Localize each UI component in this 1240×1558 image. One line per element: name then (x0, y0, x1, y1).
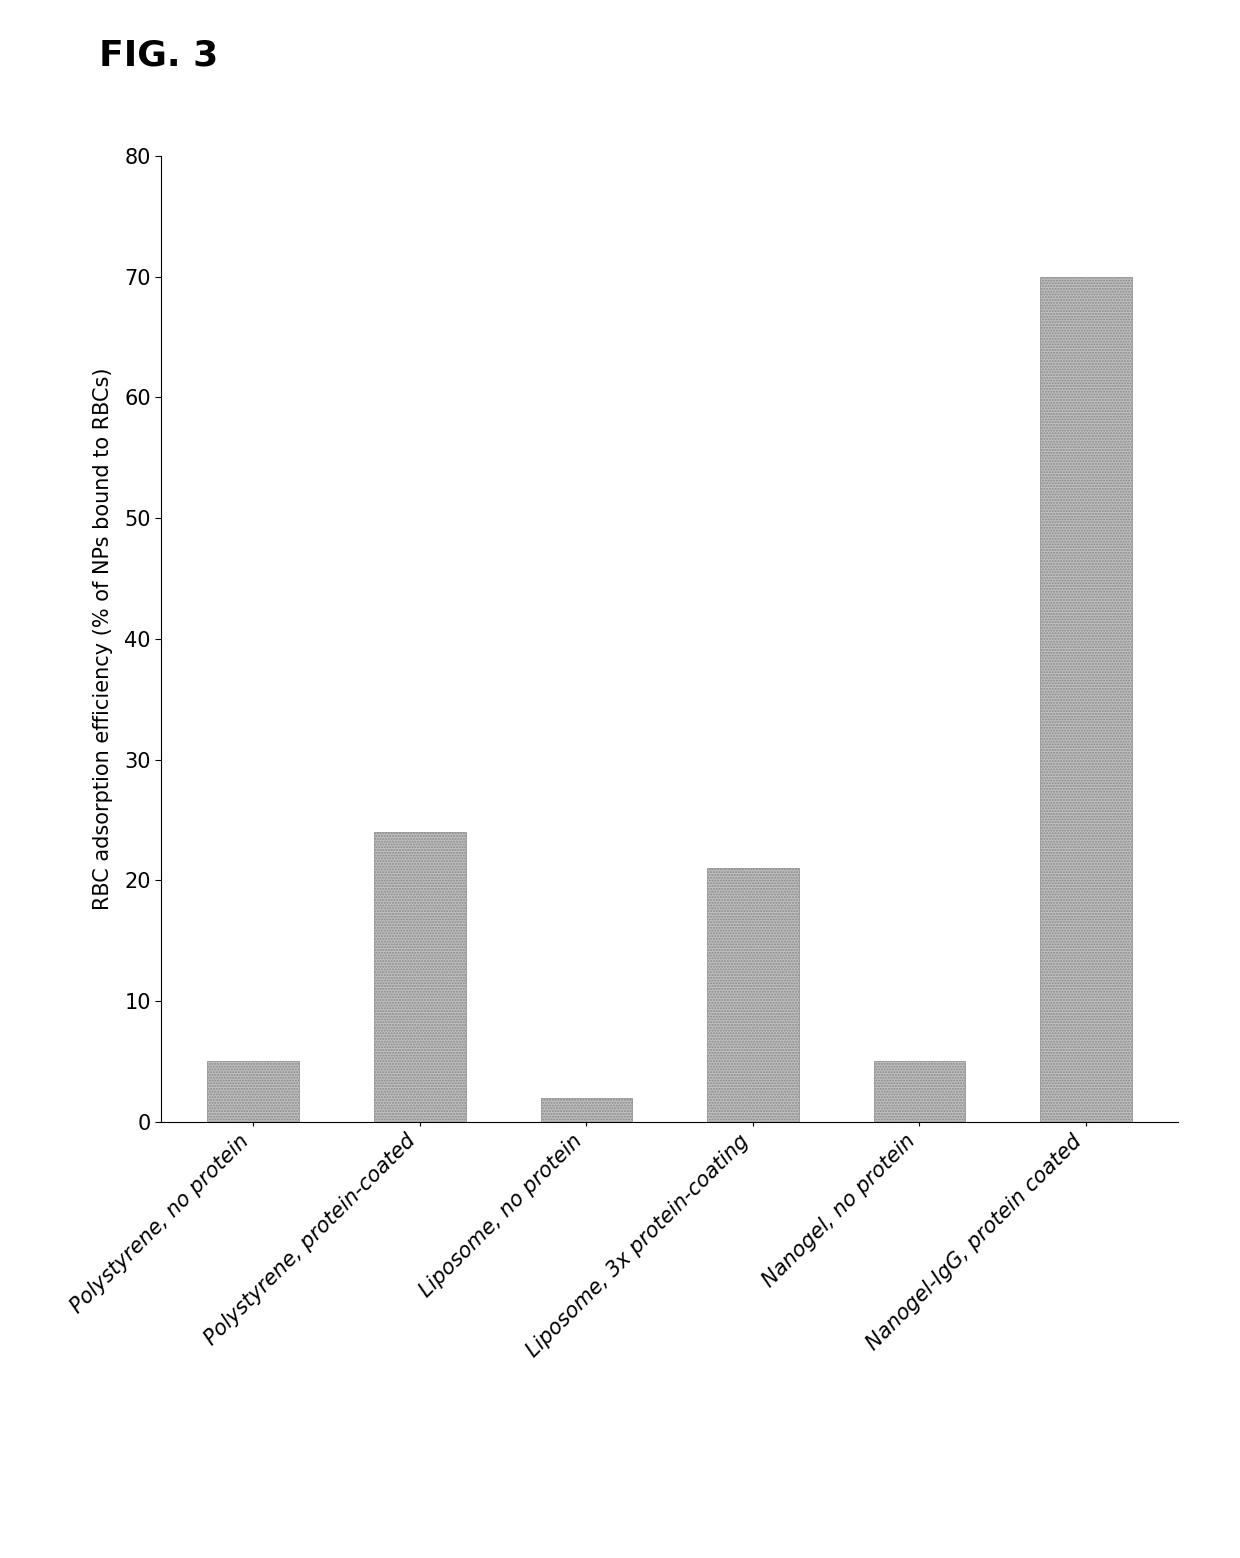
Bar (707, 868, 799, 1122)
Bar (541, 1097, 632, 1122)
Y-axis label: RBC adsorption efficiency (% of NPs bound to RBCs): RBC adsorption efficiency (% of NPs boun… (93, 368, 113, 910)
Text: FIG. 3: FIG. 3 (99, 39, 218, 73)
Bar (207, 1061, 299, 1122)
Bar (1040, 277, 1132, 1122)
Bar (874, 1061, 965, 1122)
Bar (374, 832, 465, 1122)
